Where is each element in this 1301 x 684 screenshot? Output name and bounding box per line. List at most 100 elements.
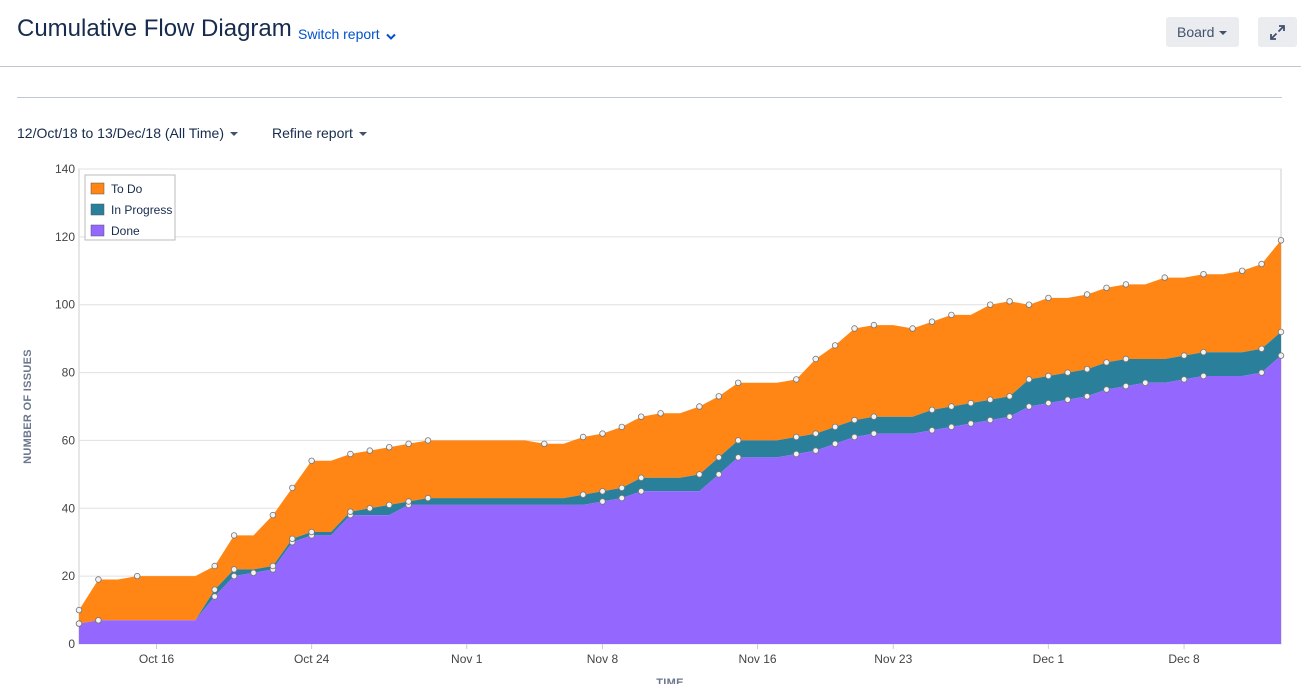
data-point[interactable] bbox=[948, 423, 955, 431]
data-point[interactable] bbox=[269, 511, 277, 519]
data-point[interactable] bbox=[1064, 369, 1071, 376]
data-point[interactable] bbox=[1238, 267, 1246, 274]
data-point[interactable] bbox=[1122, 355, 1130, 363]
data-point[interactable] bbox=[1025, 301, 1033, 308]
data-point[interactable] bbox=[366, 447, 373, 454]
data-point[interactable] bbox=[347, 508, 354, 515]
data-point[interactable] bbox=[735, 454, 742, 461]
data-point[interactable] bbox=[599, 430, 606, 437]
data-point[interactable] bbox=[715, 393, 722, 400]
data-point[interactable] bbox=[987, 416, 994, 424]
data-point[interactable] bbox=[1277, 328, 1285, 336]
data-point[interactable] bbox=[618, 423, 625, 431]
data-point[interactable] bbox=[1258, 369, 1265, 376]
data-point[interactable] bbox=[424, 494, 432, 502]
board-dropdown-button[interactable]: Board bbox=[1166, 17, 1239, 47]
data-point[interactable] bbox=[1277, 237, 1285, 244]
data-point[interactable] bbox=[95, 576, 102, 583]
data-point[interactable] bbox=[1122, 281, 1130, 288]
data-point[interactable] bbox=[1006, 298, 1013, 305]
date-range-dropdown[interactable]: 12/Oct/18 to 13/Dec/18 (All Time) bbox=[17, 125, 238, 141]
data-point[interactable] bbox=[1103, 284, 1110, 291]
switch-report-link[interactable]: Switch report bbox=[298, 26, 396, 43]
data-point[interactable] bbox=[1083, 365, 1091, 373]
data-point[interactable] bbox=[831, 440, 839, 447]
data-point[interactable] bbox=[1200, 270, 1207, 278]
data-point[interactable] bbox=[657, 410, 664, 417]
data-point[interactable] bbox=[928, 318, 936, 325]
data-point[interactable] bbox=[95, 617, 102, 624]
data-point[interactable] bbox=[928, 427, 936, 434]
data-point[interactable] bbox=[230, 572, 238, 580]
data-point[interactable] bbox=[793, 433, 800, 441]
data-point[interactable] bbox=[211, 593, 218, 600]
data-point[interactable] bbox=[638, 413, 645, 420]
data-point[interactable] bbox=[1200, 372, 1207, 380]
data-point[interactable] bbox=[715, 471, 722, 478]
data-point[interactable] bbox=[831, 423, 839, 431]
data-point[interactable] bbox=[987, 396, 994, 403]
data-point[interactable] bbox=[1064, 396, 1071, 403]
data-point[interactable] bbox=[289, 484, 296, 492]
data-point[interactable] bbox=[211, 562, 218, 570]
data-point[interactable] bbox=[638, 474, 645, 481]
data-point[interactable] bbox=[870, 430, 878, 437]
data-point[interactable] bbox=[1277, 352, 1285, 359]
data-point[interactable] bbox=[618, 484, 625, 492]
data-point[interactable] bbox=[948, 403, 955, 410]
data-point[interactable] bbox=[1103, 386, 1110, 393]
data-point[interactable] bbox=[696, 403, 703, 410]
data-point[interactable] bbox=[1045, 372, 1052, 380]
data-point[interactable] bbox=[211, 586, 218, 593]
data-point[interactable] bbox=[812, 447, 819, 454]
data-point[interactable] bbox=[948, 311, 955, 319]
data-point[interactable] bbox=[851, 416, 858, 424]
data-point[interactable] bbox=[1045, 399, 1052, 407]
data-point[interactable] bbox=[230, 566, 238, 573]
data-point[interactable] bbox=[735, 379, 742, 386]
data-point[interactable] bbox=[541, 440, 548, 447]
data-point[interactable] bbox=[967, 399, 974, 407]
data-point[interactable] bbox=[405, 440, 412, 447]
data-point[interactable] bbox=[851, 433, 858, 441]
data-point[interactable] bbox=[1025, 403, 1033, 410]
data-point[interactable] bbox=[579, 491, 587, 498]
data-point[interactable] bbox=[987, 301, 994, 308]
data-point[interactable] bbox=[831, 342, 839, 349]
data-point[interactable] bbox=[1142, 379, 1149, 386]
data-point[interactable] bbox=[405, 498, 412, 505]
data-point[interactable] bbox=[308, 457, 315, 464]
data-point[interactable] bbox=[1045, 294, 1052, 302]
data-point[interactable] bbox=[579, 433, 587, 441]
data-point[interactable] bbox=[289, 535, 296, 542]
data-point[interactable] bbox=[386, 444, 393, 451]
data-point[interactable] bbox=[909, 325, 916, 332]
data-point[interactable] bbox=[1083, 291, 1091, 298]
data-point[interactable] bbox=[230, 532, 238, 539]
data-point[interactable] bbox=[347, 450, 354, 458]
data-point[interactable] bbox=[1200, 348, 1207, 356]
data-point[interactable] bbox=[618, 494, 625, 502]
data-point[interactable] bbox=[599, 488, 606, 495]
data-point[interactable] bbox=[793, 450, 800, 458]
data-point[interactable] bbox=[1122, 382, 1130, 390]
data-point[interactable] bbox=[308, 528, 315, 536]
data-point[interactable] bbox=[1025, 376, 1033, 383]
data-point[interactable] bbox=[424, 437, 432, 444]
data-point[interactable] bbox=[967, 420, 974, 427]
data-point[interactable] bbox=[851, 325, 858, 332]
data-point[interactable] bbox=[366, 505, 373, 512]
data-point[interactable] bbox=[1006, 413, 1013, 420]
data-point[interactable] bbox=[75, 606, 83, 614]
data-point[interactable] bbox=[812, 430, 819, 437]
data-point[interactable] bbox=[735, 437, 742, 444]
expand-button[interactable] bbox=[1258, 17, 1297, 47]
data-point[interactable] bbox=[269, 562, 277, 570]
data-point[interactable] bbox=[1258, 260, 1265, 268]
data-point[interactable] bbox=[870, 413, 878, 420]
data-point[interactable] bbox=[696, 471, 703, 478]
data-point[interactable] bbox=[250, 569, 257, 576]
data-point[interactable] bbox=[928, 406, 936, 414]
data-point[interactable] bbox=[638, 488, 645, 495]
data-point[interactable] bbox=[75, 620, 83, 627]
